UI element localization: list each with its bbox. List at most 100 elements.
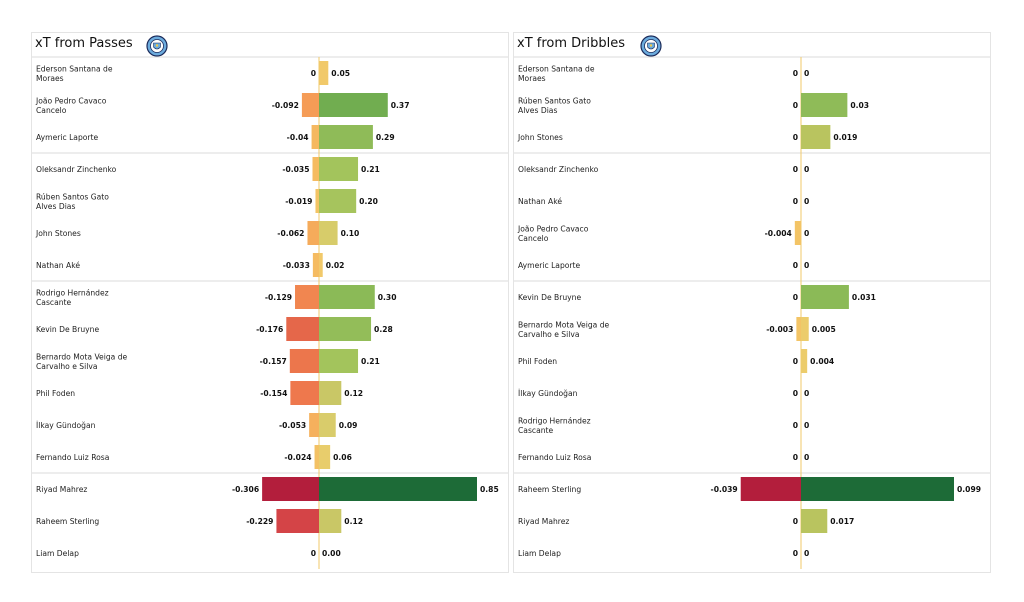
positive-value-label: 0 xyxy=(804,549,809,558)
player-name: Rúben Santos Gato xyxy=(36,193,109,202)
club-crest-icon xyxy=(146,35,168,57)
negative-bar xyxy=(276,509,319,533)
positive-value-label: 0.85 xyxy=(480,485,499,494)
negative-bar xyxy=(301,93,319,117)
negative-bar xyxy=(794,221,801,245)
player-name: Rúben Santos Gato xyxy=(518,97,591,106)
negative-value-label: -0.004 xyxy=(765,229,792,238)
positive-value-label: 0.10 xyxy=(341,229,360,238)
negative-value-label: 0 xyxy=(793,357,798,366)
positive-value-label: 0.20 xyxy=(359,197,378,206)
negative-bar xyxy=(312,253,319,277)
player-name: Kevin De Bruyne xyxy=(518,293,581,302)
player-name: Raheem Sterling xyxy=(36,517,99,526)
positive-value-label: 0 xyxy=(804,389,809,398)
player-name: Riyad Mahrez xyxy=(36,485,87,494)
positive-bar xyxy=(319,413,336,437)
positive-bar xyxy=(801,349,808,373)
negative-value-label: 0 xyxy=(793,197,798,206)
player-name: João Pedro Cavaco xyxy=(517,225,589,234)
positive-bar xyxy=(319,253,323,277)
positive-value-label: 0 xyxy=(804,421,809,430)
player-name: João Pedro Cavaco xyxy=(35,97,107,106)
negative-value-label: -0.033 xyxy=(283,261,310,270)
negative-value-label: 0 xyxy=(793,165,798,174)
player-name: Rodrigo Hernández xyxy=(518,417,591,426)
negative-bar xyxy=(311,125,319,149)
negative-bar xyxy=(315,189,319,213)
negative-bar xyxy=(309,413,319,437)
player-name: Oleksandr Zinchenko xyxy=(36,165,117,174)
negative-value-label: 0 xyxy=(793,293,798,302)
negative-value-label: -0.039 xyxy=(711,485,738,494)
negative-value-label: 0 xyxy=(311,69,316,78)
negative-bar xyxy=(312,157,319,181)
negative-value-label: 0 xyxy=(793,389,798,398)
player-name: Nathan Aké xyxy=(518,197,562,206)
positive-value-label: 0 xyxy=(804,69,809,78)
player-name: Phil Foden xyxy=(36,389,75,398)
positive-bar xyxy=(319,445,331,469)
negative-value-label: 0 xyxy=(793,549,798,558)
negative-value-label: -0.306 xyxy=(232,485,259,494)
player-name: John Stones xyxy=(517,133,563,142)
xt-dribbles-panel: xT from Dribbles Ederson Santana de Morae… xyxy=(513,32,991,573)
player-name: Riyad Mahrez xyxy=(518,517,569,526)
positive-value-label: 0.05 xyxy=(331,69,350,78)
negative-value-label: 0 xyxy=(793,421,798,430)
player-name: Cascante xyxy=(36,298,72,307)
player-name: Carvalho e Silva xyxy=(36,362,97,371)
positive-value-label: 0.21 xyxy=(361,165,380,174)
player-name: Oleksandr Zinchenko xyxy=(518,165,599,174)
negative-value-label: 0 xyxy=(793,133,798,142)
positive-bar xyxy=(319,125,373,149)
positive-value-label: 0.06 xyxy=(333,453,352,462)
negative-value-label: -0.019 xyxy=(285,197,312,206)
player-name: Cancelo xyxy=(36,106,67,115)
negative-bar xyxy=(286,317,319,341)
player-name: Carvalho e Silva xyxy=(518,330,579,339)
positive-value-label: 0.019 xyxy=(833,133,857,142)
player-name: Rodrigo Hernández xyxy=(36,289,109,298)
player-name: Liam Delap xyxy=(36,549,79,558)
negative-value-label: -0.062 xyxy=(277,229,304,238)
chart-title: xT from Passes xyxy=(35,36,133,51)
club-crest-icon xyxy=(640,35,662,57)
negative-value-label: -0.092 xyxy=(272,101,299,110)
negative-value-label: 0 xyxy=(793,101,798,110)
player-name: Kevin De Bruyne xyxy=(36,325,99,334)
player-name: Moraes xyxy=(518,74,546,83)
player-name: Bernardo Mota Veiga de xyxy=(518,321,610,330)
player-name: Alves Dias xyxy=(518,106,557,115)
player-name: Nathan Aké xyxy=(36,261,80,270)
positive-value-label: 0 xyxy=(804,165,809,174)
chart-title: xT from Dribbles xyxy=(517,36,626,51)
positive-bar xyxy=(801,477,954,501)
positive-value-label: 0.005 xyxy=(812,325,836,334)
positive-value-label: 0.03 xyxy=(850,101,869,110)
positive-bar xyxy=(801,509,828,533)
negative-value-label: -0.024 xyxy=(284,453,311,462)
player-name: Aymeric Laporte xyxy=(518,261,581,270)
player-name: Aymeric Laporte xyxy=(36,133,99,142)
positive-value-label: 0 xyxy=(804,453,809,462)
negative-value-label: -0.154 xyxy=(260,389,287,398)
negative-value-label: 0 xyxy=(793,69,798,78)
player-name: Ederson Santana de xyxy=(518,65,595,74)
negative-value-label: -0.229 xyxy=(246,517,273,526)
positive-bar xyxy=(319,509,342,533)
player-name: Liam Delap xyxy=(518,549,561,558)
positive-value-label: 0.21 xyxy=(361,357,380,366)
positive-value-label: 0.12 xyxy=(344,517,363,526)
negative-value-label: -0.129 xyxy=(265,293,292,302)
negative-value-label: -0.04 xyxy=(287,133,309,142)
player-name: Ederson Santana de xyxy=(36,65,113,74)
negative-value-label: 0 xyxy=(793,453,798,462)
player-name: Bernardo Mota Veiga de xyxy=(36,353,128,362)
negative-bar xyxy=(307,221,319,245)
positive-value-label: 0 xyxy=(804,197,809,206)
positive-value-label: 0.099 xyxy=(957,485,981,494)
positive-bar xyxy=(801,93,848,117)
player-name: Cancelo xyxy=(518,234,549,243)
player-name: Phil Foden xyxy=(518,357,557,366)
